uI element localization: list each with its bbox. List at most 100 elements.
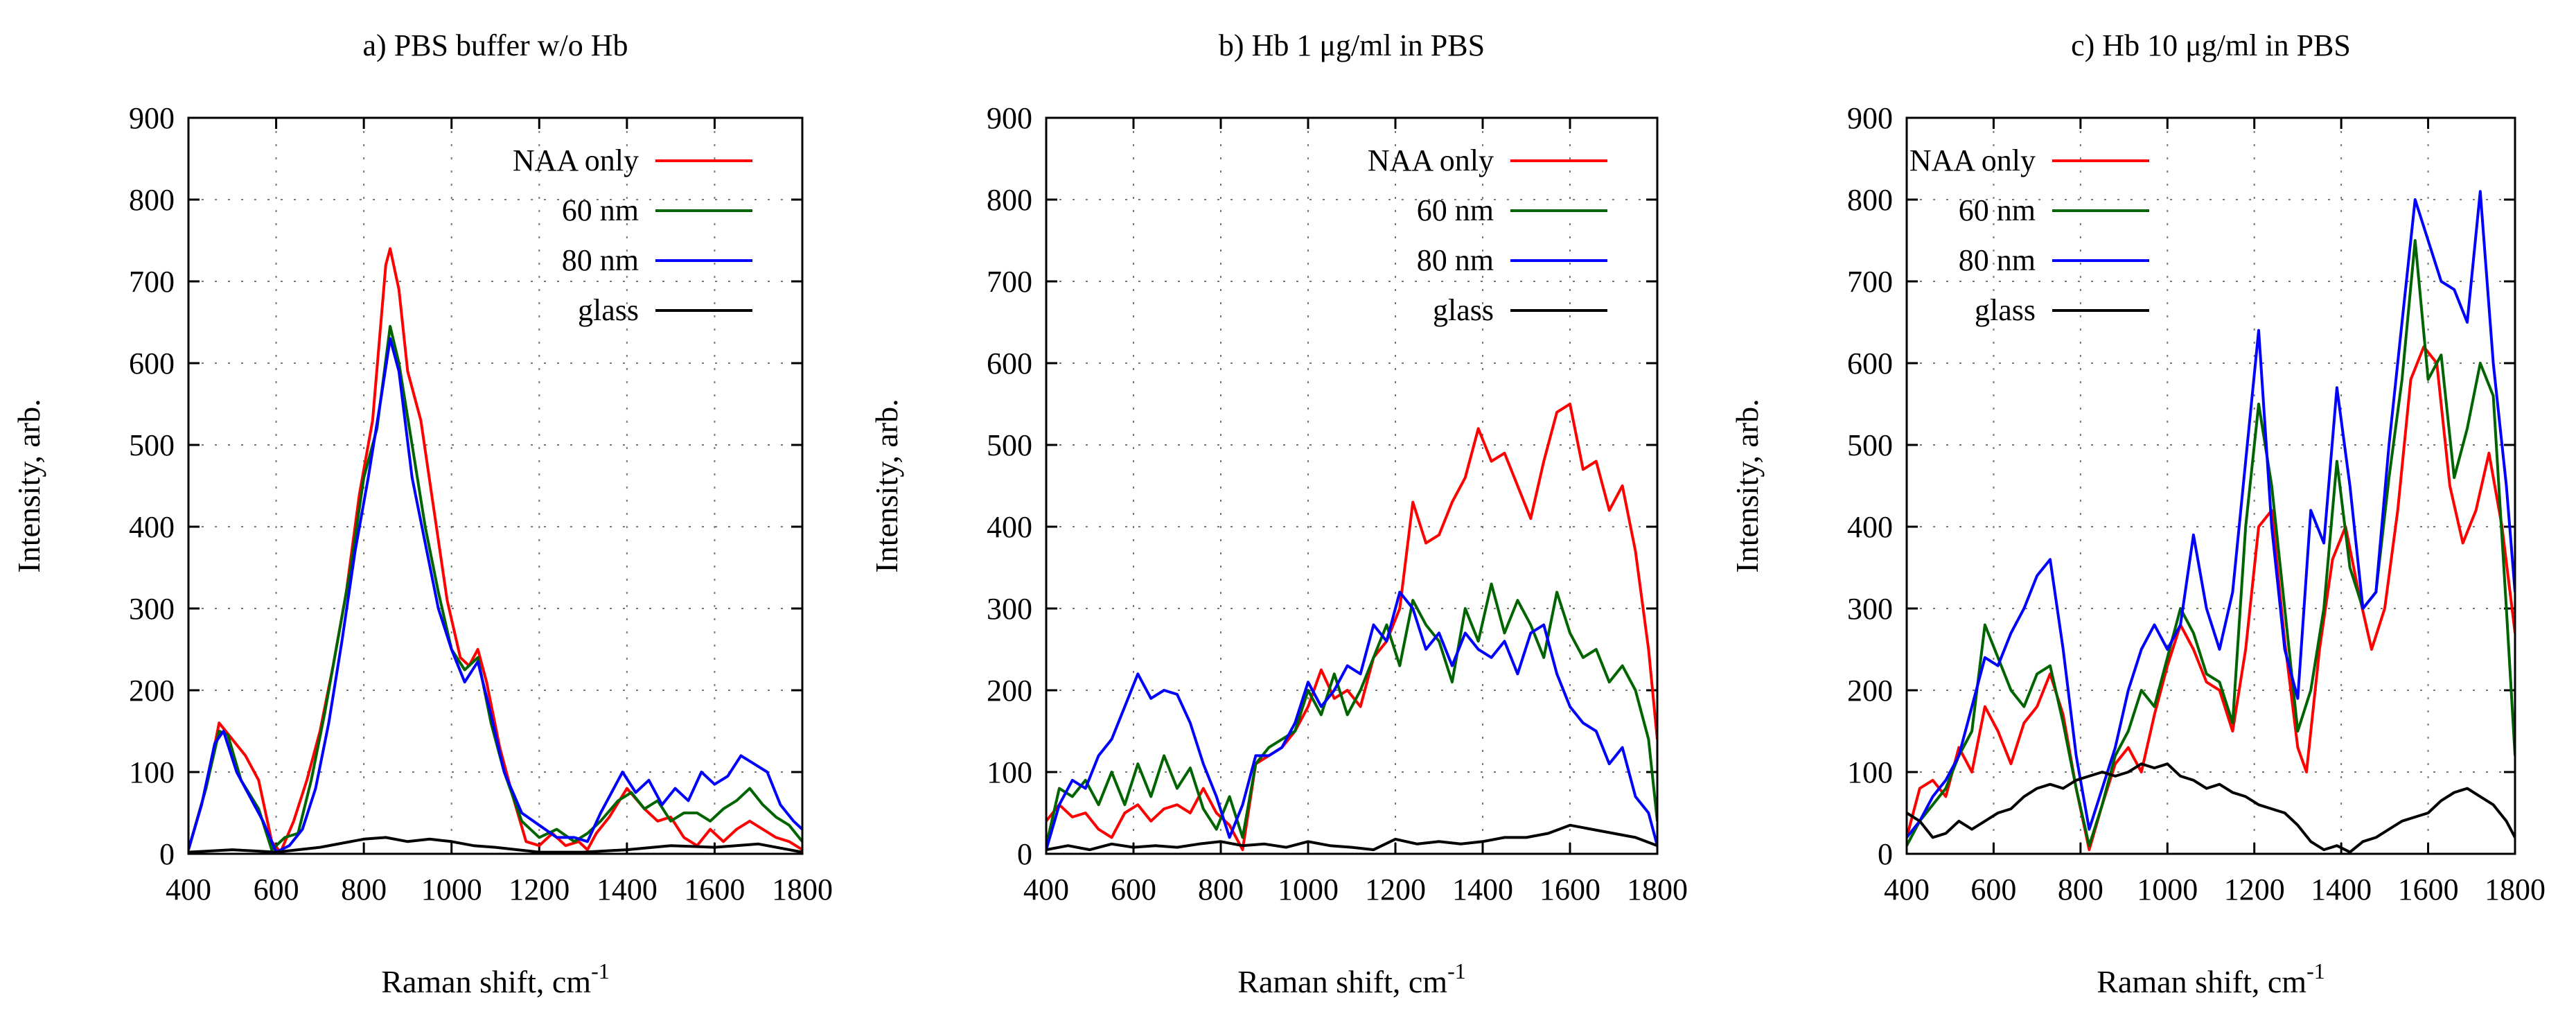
chart-0-series-line-60-nm bbox=[188, 324, 802, 852]
chart-1-title: b) Hb 1 μg/ml in PBS bbox=[1219, 28, 1485, 62]
chart-0-series-line-glass bbox=[188, 836, 802, 854]
chart-2-legend-label-1: 60 nm bbox=[1959, 193, 2036, 227]
chart-2-xtick-label-6: 1600 bbox=[2398, 873, 2459, 906]
chart-2-ytick-label-0: 0 bbox=[1878, 837, 1893, 871]
chart-1-series-line-60-nm bbox=[1046, 582, 1657, 846]
chart-2-xtick-label-7: 1800 bbox=[2485, 873, 2546, 906]
chart-2-legend-label-0: NAA only bbox=[1909, 143, 2036, 177]
chart-0-series-line-80-nm bbox=[188, 337, 802, 854]
chart-0-ytick-label-7: 700 bbox=[129, 265, 175, 299]
chart-0-ytick-label-9: 900 bbox=[129, 101, 175, 135]
chart-2-ylabel: Intensity, arb. bbox=[1729, 398, 1765, 572]
chart-2-xtick-label-2: 800 bbox=[2058, 873, 2103, 906]
chart-0-xlabel-superscript: -1 bbox=[591, 958, 610, 983]
chart-2-xlabel: Raman shift, cm-1 bbox=[2097, 958, 2324, 999]
chart-1-xtick-label-4: 1200 bbox=[1365, 873, 1426, 906]
chart-1-xtick-label-0: 400 bbox=[1023, 873, 1069, 906]
chart-2-ytick-label-4: 400 bbox=[1847, 510, 1893, 544]
chart-0-plot-frame bbox=[187, 116, 804, 855]
chart-2-legend-label-3: glass bbox=[1975, 293, 2036, 327]
chart-2-ytick-label-9: 900 bbox=[1847, 101, 1893, 135]
chart-2-plot-frame bbox=[1905, 116, 2516, 855]
chart-2-ytick-label-1: 100 bbox=[1847, 755, 1893, 789]
chart-0-xtick-label-4: 1200 bbox=[509, 873, 570, 906]
chart-2-xtick-label-1: 600 bbox=[1970, 873, 2016, 906]
chart-2-ytick-label-2: 200 bbox=[1847, 674, 1893, 708]
chart-0-title: a) PBS buffer w/o Hb bbox=[363, 28, 628, 62]
chart-2-legend-label-2: 80 nm bbox=[1959, 243, 2036, 277]
chart-2-xtick-label-5: 1400 bbox=[2311, 873, 2372, 906]
chart-1-series-line-glass bbox=[1046, 823, 1657, 852]
chart-2-ytick-label-8: 800 bbox=[1847, 183, 1893, 217]
chart-1-xtick-label-6: 1600 bbox=[1540, 873, 1600, 906]
chart-1-plot-frame bbox=[1045, 116, 1659, 855]
chart-1-ytick-label-2: 200 bbox=[987, 674, 1032, 708]
chart-0-legend-label-1: 60 nm bbox=[562, 193, 639, 227]
chart-1-ytick-label-5: 500 bbox=[987, 428, 1032, 462]
chart-0-ytick-label-5: 500 bbox=[129, 428, 175, 462]
chart-1-xlabel-text: Raman shift, cm bbox=[1237, 964, 1447, 999]
chart-1-ytick-label-7: 700 bbox=[987, 265, 1032, 299]
chart-1-ylabel: Intensity, arb. bbox=[869, 398, 904, 572]
chart-1-xtick-label-7: 1800 bbox=[1627, 873, 1688, 906]
chart-1-xtick-label-2: 800 bbox=[1198, 873, 1244, 906]
chart-2-series-line-glass bbox=[1907, 762, 2515, 854]
chart-2-xtick-label-3: 1000 bbox=[2137, 873, 2198, 906]
chart-2-ytick-label-3: 300 bbox=[1847, 592, 1893, 626]
chart-1-xlabel: Raman shift, cm-1 bbox=[1237, 958, 1465, 999]
chart-0-xtick-label-6: 1600 bbox=[684, 873, 745, 906]
chart-1-ytick-label-4: 400 bbox=[987, 510, 1032, 544]
chart-0-ytick-label-2: 200 bbox=[129, 674, 175, 708]
chart-1-ytick-label-0: 0 bbox=[1017, 837, 1032, 871]
chart-2-series-line-80-nm bbox=[1907, 190, 2515, 839]
chart-1-xtick-label-1: 600 bbox=[1111, 873, 1156, 906]
chart-2-xtick-label-4: 1200 bbox=[2224, 873, 2285, 906]
chart-0-xtick-label-5: 1400 bbox=[597, 873, 658, 906]
chart-0-ytick-label-3: 300 bbox=[129, 592, 175, 626]
chart-0-legend-label-2: 80 nm bbox=[562, 243, 639, 277]
chart-1-legend-label-3: glass bbox=[1433, 293, 1494, 327]
chart-2-ytick-label-7: 700 bbox=[1847, 265, 1893, 299]
chart-1-legend-label-1: 60 nm bbox=[1417, 193, 1494, 227]
chart-1-ytick-label-9: 900 bbox=[987, 101, 1032, 135]
chart-0-legend-label-3: glass bbox=[578, 293, 639, 327]
chart-2-series-line-60-nm bbox=[1907, 239, 2515, 848]
chart-1-ytick-label-8: 800 bbox=[987, 183, 1032, 217]
chart-0-series-line-naa-only bbox=[188, 247, 802, 854]
chart-0-xlabel: Raman shift, cm-1 bbox=[381, 958, 609, 999]
chart-0-ytick-label-1: 100 bbox=[129, 755, 175, 789]
chart-1-series-line-80-nm bbox=[1046, 590, 1657, 850]
chart-1-legend-label-2: 80 nm bbox=[1417, 243, 1494, 277]
chart-0-xtick-label-1: 600 bbox=[254, 873, 299, 906]
chart-1-ytick-label-6: 600 bbox=[987, 347, 1032, 380]
chart-2-xlabel-text: Raman shift, cm bbox=[2097, 964, 2306, 999]
chart-0-xtick-label-0: 400 bbox=[166, 873, 211, 906]
chart-0-ylabel: Intensity, arb. bbox=[11, 398, 46, 572]
chart-0-ytick-label-0: 0 bbox=[159, 837, 175, 871]
chart-0-ytick-label-4: 400 bbox=[129, 510, 175, 544]
chart-1-xtick-label-5: 1400 bbox=[1452, 873, 1513, 906]
chart-0-xlabel-text: Raman shift, cm bbox=[381, 964, 591, 999]
chart-2-series-line-naa-only bbox=[1907, 345, 2515, 852]
chart-1-series-line-naa-only bbox=[1046, 403, 1657, 852]
chart-0-xtick-label-2: 800 bbox=[341, 873, 387, 906]
chart-2-xlabel-superscript: -1 bbox=[2306, 958, 2325, 983]
chart-0-ytick-label-8: 800 bbox=[129, 183, 175, 217]
chart-1-legend-label-0: NAA only bbox=[1368, 143, 1494, 177]
chart-1-ytick-label-3: 300 bbox=[987, 592, 1032, 626]
chart-2-ytick-label-5: 500 bbox=[1847, 428, 1893, 462]
chart-0-legend-label-0: NAA only bbox=[513, 143, 639, 177]
chart-0-ytick-label-6: 600 bbox=[129, 347, 175, 380]
chart-0-xtick-label-7: 1800 bbox=[772, 873, 833, 906]
chart-2-xtick-label-0: 400 bbox=[1884, 873, 1930, 906]
chart-2-title: c) Hb 10 μg/ml in PBS bbox=[2071, 28, 2351, 62]
chart-0-xtick-label-3: 1000 bbox=[421, 873, 482, 906]
chart-1-xtick-label-3: 1000 bbox=[1278, 873, 1339, 906]
chart-2-ytick-label-6: 600 bbox=[1847, 347, 1893, 380]
chart-1-xlabel-superscript: -1 bbox=[1447, 958, 1466, 983]
chart-1-ytick-label-1: 100 bbox=[987, 755, 1032, 789]
